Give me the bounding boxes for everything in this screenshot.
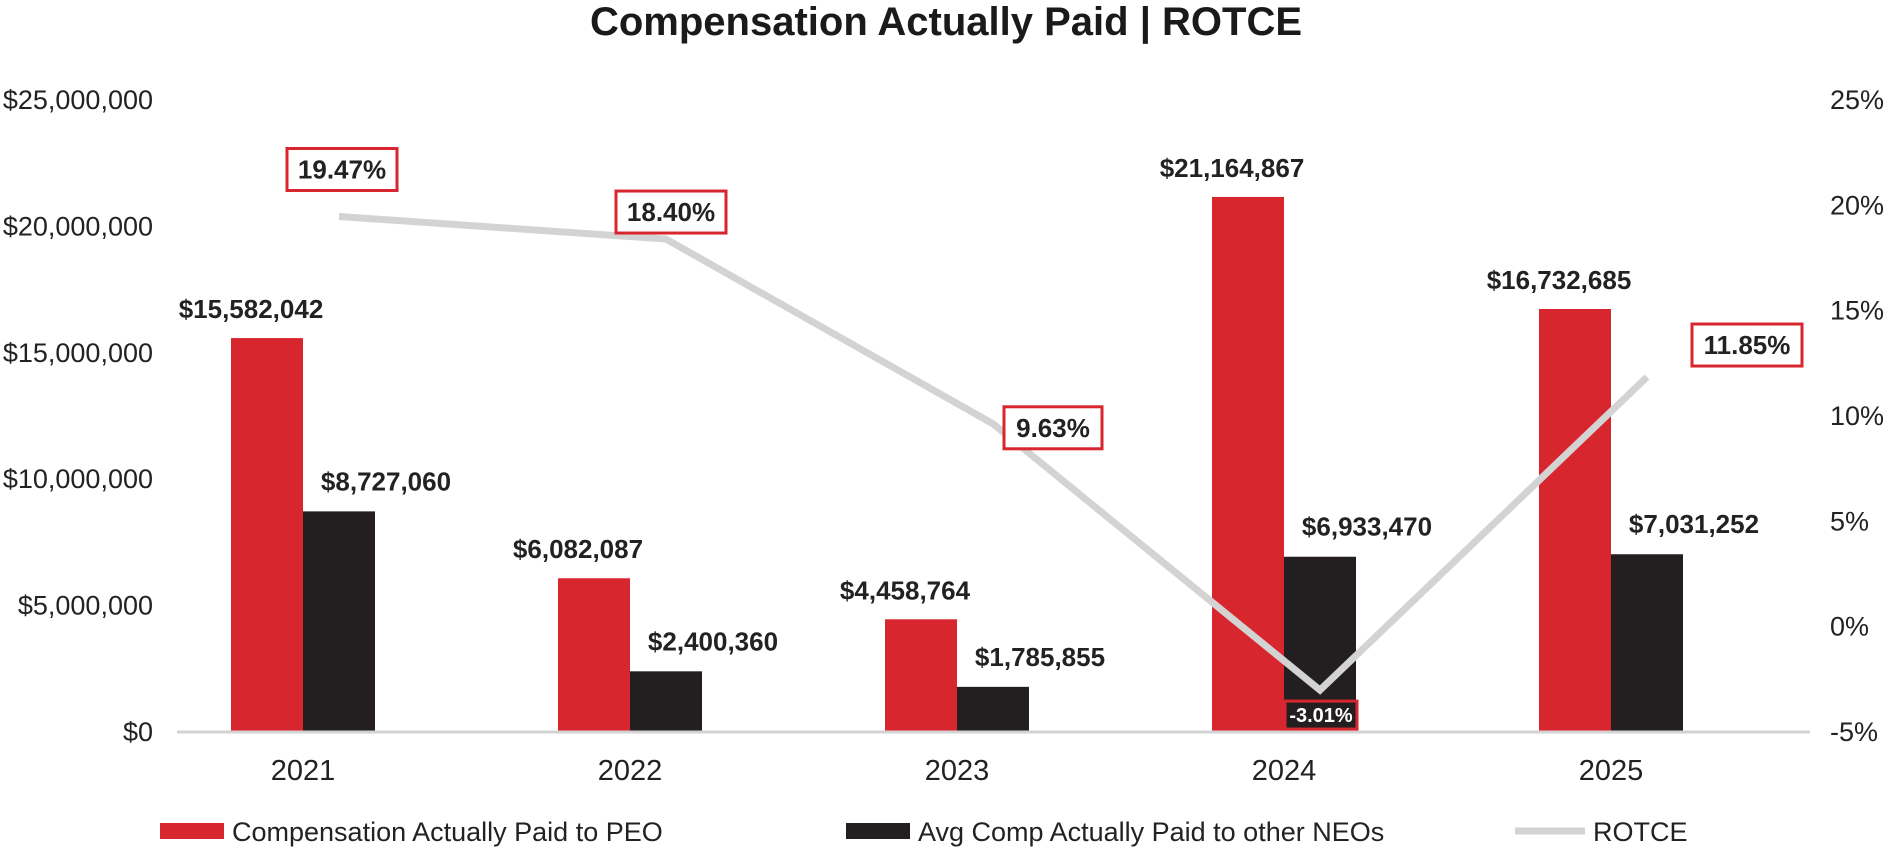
bar-peo-value-label: $15,582,042 <box>179 294 324 324</box>
bar-peo-value-label: $21,164,867 <box>1160 153 1305 183</box>
y-left-tick-label: $5,000,000 <box>18 591 153 621</box>
bar-peo-2024 <box>1212 196 1284 733</box>
y-right-tick-label: 15% <box>1830 296 1884 326</box>
rotce-label-box <box>1690 322 1804 368</box>
x-tick-label: 2022 <box>598 755 663 787</box>
legend-label-neo: Avg Comp Actually Paid to other NEOs <box>918 817 1384 847</box>
legend-swatch-neo <box>846 823 910 839</box>
rotce-label-box <box>1002 405 1104 451</box>
rotce-value-label: 11.85% <box>1704 330 1791 360</box>
bar-neo-value-label: $6,933,470 <box>1302 512 1432 542</box>
x-tick-label: 2023 <box>925 755 990 787</box>
y-right-tick-label: 10% <box>1830 401 1884 431</box>
y-right-tick-label: 20% <box>1830 190 1884 220</box>
y-right-tick-label: 0% <box>1830 612 1869 642</box>
bar-neo-value-label: $8,727,060 <box>321 466 451 496</box>
y-left-tick-label: $15,000,000 <box>3 338 153 368</box>
y-left-tick-label: $25,000,000 <box>3 85 153 115</box>
chart-title: Compensation Actually Paid | ROTCE <box>589 0 1303 44</box>
bar-neo-value-label: $2,400,360 <box>648 626 778 656</box>
y-left-tick-label: $20,000,000 <box>3 211 153 241</box>
bar-peo-2022 <box>558 578 630 732</box>
rotce-label-box <box>1283 699 1359 731</box>
bar-peo-value-label: $16,732,685 <box>1487 265 1632 295</box>
bar-peo-value-label: $4,458,764 <box>840 575 971 605</box>
x-tick-label: 2021 <box>271 755 336 787</box>
y-left-tick-label: $0 <box>123 717 153 747</box>
bar-neo-2021 <box>303 511 375 732</box>
legend-label-peo: Compensation Actually Paid to PEO <box>232 817 663 847</box>
bar-peo-2023 <box>885 619 957 732</box>
y-right-tick-label: 25% <box>1830 85 1884 115</box>
rotce-label-box <box>285 146 399 192</box>
rotce-value-label: -3.01% <box>1289 705 1353 727</box>
legend-label-rotce: ROTCE <box>1593 817 1688 847</box>
bar-neo-value-label: $1,785,855 <box>975 642 1105 672</box>
bar-neo-2022 <box>630 671 702 732</box>
rotce-value-label: 18.40% <box>627 197 715 227</box>
bar-peo-value-label: $6,082,087 <box>513 534 643 564</box>
bar-neo-value-label: $7,031,252 <box>1629 509 1759 539</box>
bar-neo-2025 <box>1611 554 1683 732</box>
bar-peo-2025 <box>1539 308 1611 732</box>
y-right-tick-label: 5% <box>1830 506 1869 536</box>
rotce-value-label: 19.47% <box>298 154 386 184</box>
x-tick-label: 2024 <box>1252 755 1317 787</box>
y-right-tick-label: -5% <box>1830 717 1878 747</box>
rotce-label-box <box>614 189 728 235</box>
rotce-value-label: 9.63% <box>1016 413 1090 443</box>
x-tick-label: 2025 <box>1579 755 1644 787</box>
bar-peo-2021 <box>231 338 303 732</box>
y-left-tick-label: $10,000,000 <box>3 464 153 494</box>
rotce-line <box>338 213 1650 695</box>
bar-neo-2023 <box>957 686 1029 732</box>
legend-swatch-peo <box>160 823 224 839</box>
